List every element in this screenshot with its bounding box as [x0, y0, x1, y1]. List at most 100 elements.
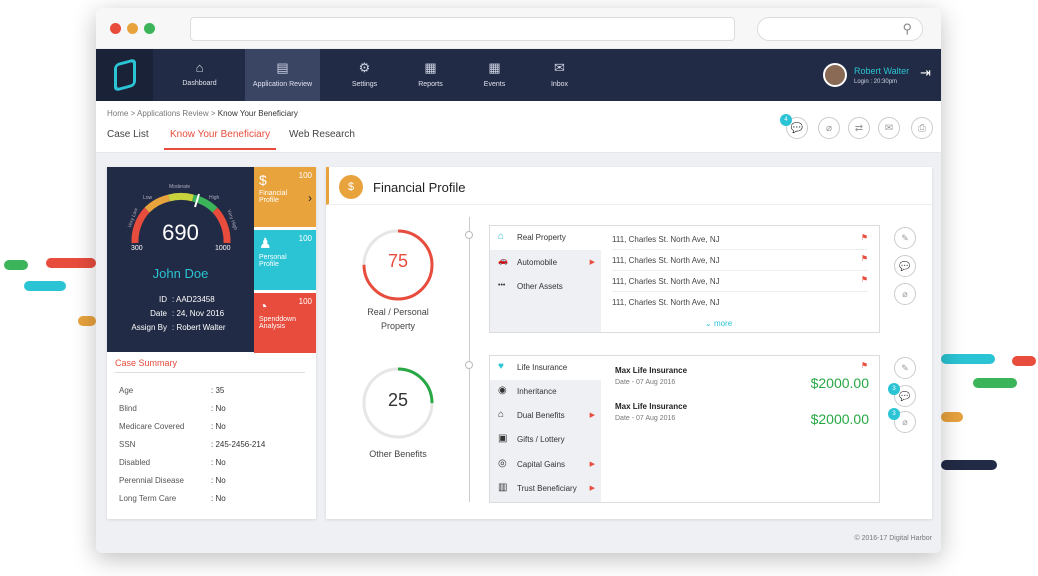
field-assign-by: Assign By: Robert Walter	[131, 323, 226, 332]
breadcrumb-sep: >	[210, 109, 216, 118]
breadcrumb-sep: >	[130, 109, 136, 118]
gauge-min: 300	[131, 245, 143, 252]
logout-icon[interactable]: ⇥	[920, 65, 931, 80]
share-button[interactable]: ⇄	[848, 117, 870, 139]
minimize-dot[interactable]	[127, 23, 138, 34]
flag-icon[interactable]: ⚑	[860, 233, 868, 242]
email-button[interactable]: ✉	[878, 117, 900, 139]
attach-button[interactable]: ⌀	[894, 411, 916, 433]
login-time: Login : 20:30pm	[854, 79, 898, 85]
attach-button[interactable]: ⌀	[818, 117, 840, 139]
nav-events[interactable]: ▦ Events	[457, 49, 532, 101]
gauge-max: 1000	[215, 245, 231, 252]
footer-copyright: © 2016-17 Digital Harbor	[854, 535, 932, 542]
ring-value: 75	[387, 251, 409, 271]
house-icon: ⌂	[498, 231, 505, 242]
mail-icon: ✉	[554, 60, 565, 75]
policy-amount: $2000.00	[810, 375, 869, 391]
decor-streak	[1012, 356, 1036, 366]
report-icon: ▦	[424, 60, 437, 75]
sidecard-personal-profile[interactable]: 100 ♟ Personal Profile	[254, 230, 316, 290]
nav-settings[interactable]: ⚙ Settings	[327, 49, 402, 101]
category-real-property[interactable]: ⌂ Real Property	[490, 226, 601, 250]
nav-application-review[interactable]: ▤ Application Review	[245, 49, 320, 101]
comment-count-badge: 4	[780, 114, 792, 126]
logo	[96, 49, 153, 101]
comment-button[interactable]: 💬	[894, 385, 916, 407]
bank-icon: ▥	[498, 482, 508, 493]
summary-row: Blind: No	[119, 404, 226, 413]
summary-row: Age: 35	[119, 386, 225, 395]
avatar[interactable]	[823, 63, 847, 87]
attach-button[interactable]: ⌀	[894, 283, 916, 305]
tab-web-research[interactable]: Web Research	[289, 129, 355, 140]
nav-label: Settings	[351, 81, 378, 88]
decor-streak	[46, 258, 96, 268]
breadcrumb-current: Know Your Beneficiary	[217, 109, 298, 118]
decor-streak	[941, 460, 997, 470]
chevron-down-icon: ⌄	[705, 319, 714, 328]
category-life-insurance[interactable]: ♥ Life Insurance	[490, 356, 601, 380]
search-input[interactable]: ⚲	[757, 17, 923, 41]
address-bar[interactable]	[190, 17, 735, 41]
decor-streak	[24, 281, 66, 291]
tab-know-your-beneficiary[interactable]: Know Your Beneficiary	[164, 129, 277, 150]
inheritance-icon: ◉	[498, 385, 507, 396]
category-trust-beneficiary[interactable]: ▥ Trust Beneficiary ▶	[498, 482, 595, 493]
breadcrumb-app[interactable]: Applications Review	[137, 109, 209, 118]
more-link[interactable]: ⌄ more	[705, 319, 733, 328]
flag-icon[interactable]: ⚑	[860, 254, 868, 263]
summary-row: SSN: 245-2456-214	[119, 440, 266, 449]
sidecard-label: Profile	[259, 261, 279, 268]
nav-inbox[interactable]: ✉ Inbox	[522, 49, 597, 101]
breadcrumb-home[interactable]: Home	[107, 109, 129, 118]
flag-icon[interactable]: ⚑	[860, 275, 868, 284]
nav-dashboard[interactable]: ⌂ Dashboard	[162, 49, 237, 101]
edit-button[interactable]: ✎	[894, 357, 916, 379]
app-window: ⚲ ⌂ Dashboard ▤ Application Review ⚙ Settin…	[96, 8, 941, 553]
print-button[interactable]: ⎙	[911, 117, 933, 139]
policy-row[interactable]: Max Life Insurance Date - 07 Aug 2016 $2…	[615, 402, 869, 427]
policy-amount: $2000.00	[810, 411, 869, 427]
comment-button[interactable]: 💬	[786, 117, 808, 139]
decor-streak	[941, 354, 995, 364]
chevron-right-icon[interactable]: ›	[308, 191, 312, 205]
panel-title: Financial Profile	[373, 180, 466, 195]
summary-row: Medicare Covered: No	[119, 422, 226, 431]
address-row[interactable]: 111, Charles St. North Ave, NJ ⚑	[612, 271, 868, 292]
nav-reports[interactable]: ▦ Reports	[393, 49, 468, 101]
maximize-dot[interactable]	[144, 23, 155, 34]
ring-label: Real / Personal Property	[367, 307, 429, 331]
calendar-icon: ▦	[488, 60, 501, 75]
address-row[interactable]: 111, Charles St. North Ave, NJ ⚑	[612, 250, 868, 271]
address-row[interactable]: 111, Charles St. North Ave, NJ ⚑	[612, 229, 868, 250]
policy-row[interactable]: Max Life Insurance Date - 07 Aug 2016 $2…	[615, 366, 869, 391]
category-automobile[interactable]: 🚗 Automobile ▶	[498, 256, 595, 267]
user-name[interactable]: Robert Walter	[854, 66, 910, 76]
sidecard-label: Spenddown	[259, 316, 296, 323]
flag-icon[interactable]: ⚑	[860, 361, 868, 370]
timeline	[469, 217, 470, 502]
category-gifts-lottery[interactable]: ▣ Gifts / Lottery	[498, 433, 565, 444]
summary-row: Disabled: No	[119, 458, 226, 467]
category-dual-benefits[interactable]: ⌂ Dual Benefits ▶	[498, 409, 595, 420]
decor-streak	[941, 412, 963, 422]
browser-chrome: ⚲	[96, 8, 941, 49]
timeline-dot	[465, 361, 473, 369]
field-id: ID: AAD23458	[159, 295, 215, 304]
ring-other-benefits	[362, 367, 434, 439]
attachment-count-badge: 3	[888, 408, 900, 420]
category-other-assets[interactable]: ••• Other Assets	[498, 282, 563, 291]
sidecard-spenddown-analysis[interactable]: 100 ◔ Spenddown Analysis	[254, 293, 316, 353]
close-dot[interactable]	[110, 23, 121, 34]
comment-count-badge: 3	[888, 383, 900, 395]
beneficiary-panel: Very Low Low Moderate High Very High 690…	[107, 167, 316, 519]
tab-case-list[interactable]: Case List	[107, 129, 149, 140]
edit-button[interactable]: ✎	[894, 227, 916, 249]
comment-button[interactable]: 💬	[894, 255, 916, 277]
category-inheritance[interactable]: ◉ Inheritance	[498, 385, 557, 396]
category-capital-gains[interactable]: ◎ Capital Gains ▶	[498, 458, 595, 469]
sidecard-financial-profile[interactable]: 100 $ Financial Profile ›	[254, 167, 316, 227]
address-row[interactable]: 111, Charles St. North Ave, NJ	[612, 298, 720, 307]
property-category-list: ⌂ Real Property 🚗 Automobile ▶ ••• Other Ass…	[490, 226, 601, 332]
